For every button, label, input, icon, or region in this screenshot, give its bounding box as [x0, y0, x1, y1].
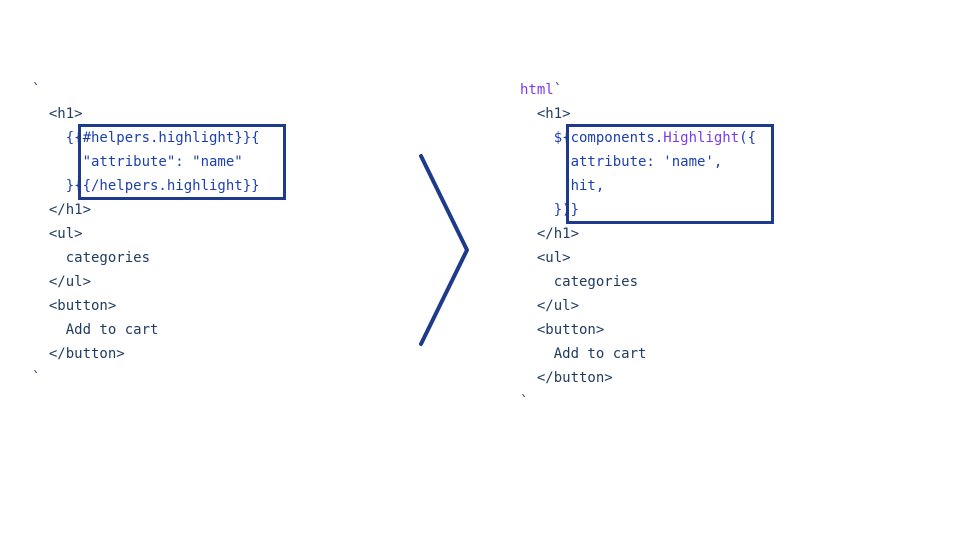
code-segment: ` [32, 82, 40, 98]
code-segment: ` [520, 394, 528, 410]
code-line: })} [520, 198, 880, 222]
right-code-panel: html` <h1> ${components.Highlight({ attr… [520, 78, 880, 414]
code-line: hit, [520, 174, 880, 198]
code-segment: </button> [520, 370, 613, 386]
code-segment: <h1> [520, 106, 571, 122]
code-segment: hit, [520, 178, 604, 194]
code-line: categories [32, 246, 392, 270]
code-segment: categories [32, 250, 150, 266]
code-segment: {{#helpers.highlight}}{ [32, 130, 260, 146]
code-segment: attribute: 'name', [520, 154, 722, 170]
code-segment: <ul> [32, 226, 83, 242]
code-line: "attribute": "name" [32, 150, 392, 174]
code-segment: <h1> [32, 106, 83, 122]
code-segment: </ul> [520, 298, 579, 314]
code-segment: </button> [32, 346, 125, 362]
code-line: ` [520, 390, 880, 414]
code-line: <button> [520, 318, 880, 342]
transform-arrow-icon [415, 150, 475, 350]
code-line: {{#helpers.highlight}}{ [32, 126, 392, 150]
code-segment: </ul> [32, 274, 91, 290]
code-line: </button> [32, 342, 392, 366]
code-segment: }{{/helpers.highlight}} [32, 178, 260, 194]
code-segment: Add to cart [32, 322, 158, 338]
code-segment: </h1> [32, 202, 91, 218]
code-segment: categories [520, 274, 638, 290]
code-line: </h1> [32, 198, 392, 222]
code-segment: "attribute": "name" [32, 154, 243, 170]
code-segment: </h1> [520, 226, 579, 242]
code-segment: html [520, 82, 554, 98]
code-segment: ${components. [520, 130, 663, 146]
code-line: ${components.Highlight({ [520, 126, 880, 150]
code-line: <ul> [32, 222, 392, 246]
code-segment: ` [32, 370, 40, 386]
code-line: categories [520, 270, 880, 294]
code-line: </ul> [520, 294, 880, 318]
code-line: Add to cart [32, 318, 392, 342]
left-code-panel: ` <h1> {{#helpers.highlight}}{ "attribut… [32, 78, 392, 390]
code-segment: })} [520, 202, 579, 218]
code-line: Add to cart [520, 342, 880, 366]
code-line: </h1> [520, 222, 880, 246]
code-segment: ` [554, 82, 562, 98]
code-line: <ul> [520, 246, 880, 270]
code-line: <h1> [32, 102, 392, 126]
code-line: </button> [520, 366, 880, 390]
code-line: <h1> [520, 102, 880, 126]
code-segment: Add to cart [520, 346, 646, 362]
code-segment: <button> [520, 322, 604, 338]
code-line: attribute: 'name', [520, 150, 880, 174]
code-line: <button> [32, 294, 392, 318]
code-line: </ul> [32, 270, 392, 294]
code-line: html` [520, 78, 880, 102]
code-segment: <ul> [520, 250, 571, 266]
code-segment: <button> [32, 298, 116, 314]
code-segment: Highlight [663, 130, 739, 146]
code-line: ` [32, 366, 392, 390]
code-segment: ({ [739, 130, 756, 146]
code-line: }{{/helpers.highlight}} [32, 174, 392, 198]
code-line: ` [32, 78, 392, 102]
